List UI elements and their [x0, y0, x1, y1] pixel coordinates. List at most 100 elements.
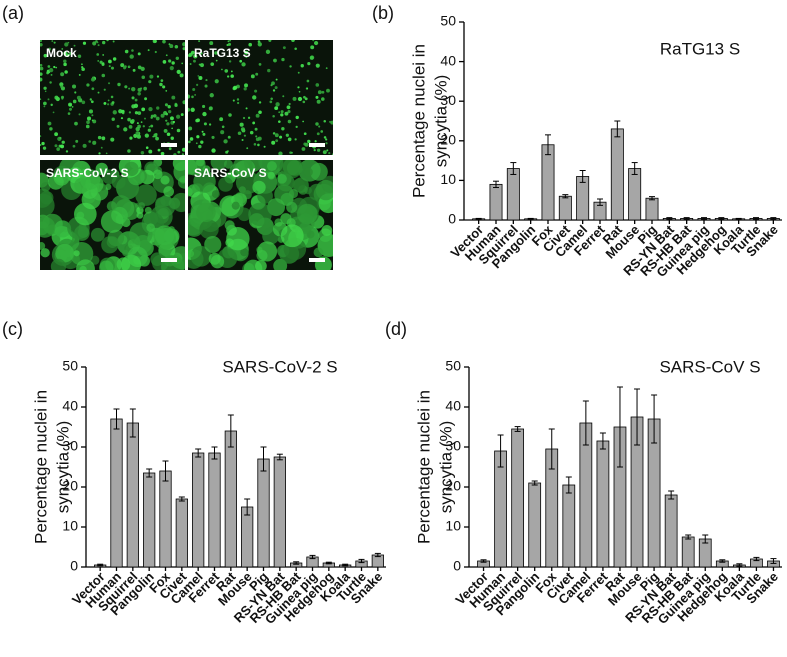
- cell: [74, 202, 97, 226]
- cell: [243, 87, 247, 91]
- cell: [101, 136, 106, 141]
- cell: [289, 65, 292, 68]
- cell: [150, 124, 154, 128]
- cell: [89, 98, 92, 101]
- cell: [301, 147, 306, 151]
- cell: [203, 122, 207, 126]
- cell: [43, 101, 47, 106]
- cell: [265, 49, 271, 54]
- error-bar: [719, 559, 726, 563]
- cell: [193, 59, 196, 63]
- cell: [54, 144, 58, 148]
- cell: [313, 149, 316, 152]
- cell: [171, 61, 175, 65]
- cell: [298, 90, 301, 93]
- image-label: RaTG13 S: [194, 46, 251, 60]
- error-bar: [649, 196, 655, 201]
- cell: [68, 107, 72, 111]
- cell: [108, 59, 112, 64]
- cell: [317, 90, 322, 95]
- cell: [188, 140, 191, 144]
- cell: [40, 98, 42, 100]
- cell: [315, 63, 320, 68]
- cell: [205, 79, 208, 82]
- cell: [224, 69, 229, 73]
- cell: [97, 91, 100, 94]
- micrograph: [40, 160, 185, 270]
- cell: [292, 96, 297, 101]
- cell: [181, 62, 184, 65]
- cell: [325, 138, 328, 141]
- cell: [214, 79, 219, 84]
- cell: [137, 124, 141, 129]
- cell: [124, 85, 128, 89]
- cell: [164, 103, 168, 107]
- panel-label: (d): [385, 319, 407, 339]
- cell: [82, 41, 87, 45]
- cell: [166, 132, 171, 136]
- cell: [133, 103, 139, 108]
- cell: [54, 132, 59, 137]
- cell: [148, 125, 151, 128]
- cell: [143, 86, 147, 91]
- cell: [239, 59, 243, 63]
- cell: [257, 42, 262, 47]
- cell: [250, 74, 255, 79]
- cell: [106, 40, 109, 42]
- cell: [110, 66, 114, 70]
- cell: [111, 101, 115, 104]
- error-bar: [718, 217, 725, 220]
- error-bar: [753, 217, 759, 220]
- cell: [236, 98, 240, 101]
- image-label: SARS-CoV-2 S: [46, 166, 129, 180]
- panel-label: (b): [372, 3, 394, 23]
- cell: [252, 121, 256, 125]
- cell: [272, 89, 276, 92]
- error-bar: [97, 563, 104, 567]
- cell: [124, 161, 139, 177]
- cell: [74, 91, 77, 94]
- cell: [245, 55, 248, 58]
- error-bar: [770, 558, 777, 564]
- cell: [188, 94, 191, 99]
- cell: [294, 47, 297, 50]
- cell: [128, 65, 131, 68]
- cell: [279, 135, 283, 139]
- cell: [230, 70, 233, 73]
- cell: [255, 135, 258, 138]
- cell: [147, 128, 151, 132]
- cell: [160, 151, 165, 155]
- cell: [122, 112, 124, 114]
- cell: [196, 202, 216, 223]
- cell: [149, 74, 154, 79]
- error-bar: [702, 534, 709, 544]
- y-tick-label: 10: [445, 518, 461, 534]
- cell: [201, 130, 204, 133]
- cell: [314, 140, 317, 143]
- bar: [192, 452, 205, 568]
- cell: [97, 135, 102, 140]
- cell: [252, 95, 257, 100]
- bar: [143, 472, 156, 568]
- cell: [267, 68, 271, 73]
- cell: [47, 173, 64, 190]
- y-axis-label: syncytia (%): [431, 75, 450, 168]
- cell: [302, 100, 306, 104]
- error-bar: [736, 563, 743, 567]
- cell: [209, 41, 214, 46]
- cell: [198, 63, 201, 66]
- cell: [105, 152, 108, 155]
- cell: [202, 132, 206, 136]
- error-bar: [597, 198, 603, 206]
- cell: [162, 60, 167, 64]
- bar: [257, 458, 270, 568]
- cell: [258, 110, 262, 115]
- cell: [63, 51, 68, 56]
- cell: [146, 223, 156, 233]
- cell: [240, 127, 245, 132]
- cell: [179, 73, 184, 78]
- cell: [302, 120, 304, 123]
- cell: [40, 77, 43, 82]
- cell: [198, 144, 202, 149]
- cell: [195, 142, 198, 145]
